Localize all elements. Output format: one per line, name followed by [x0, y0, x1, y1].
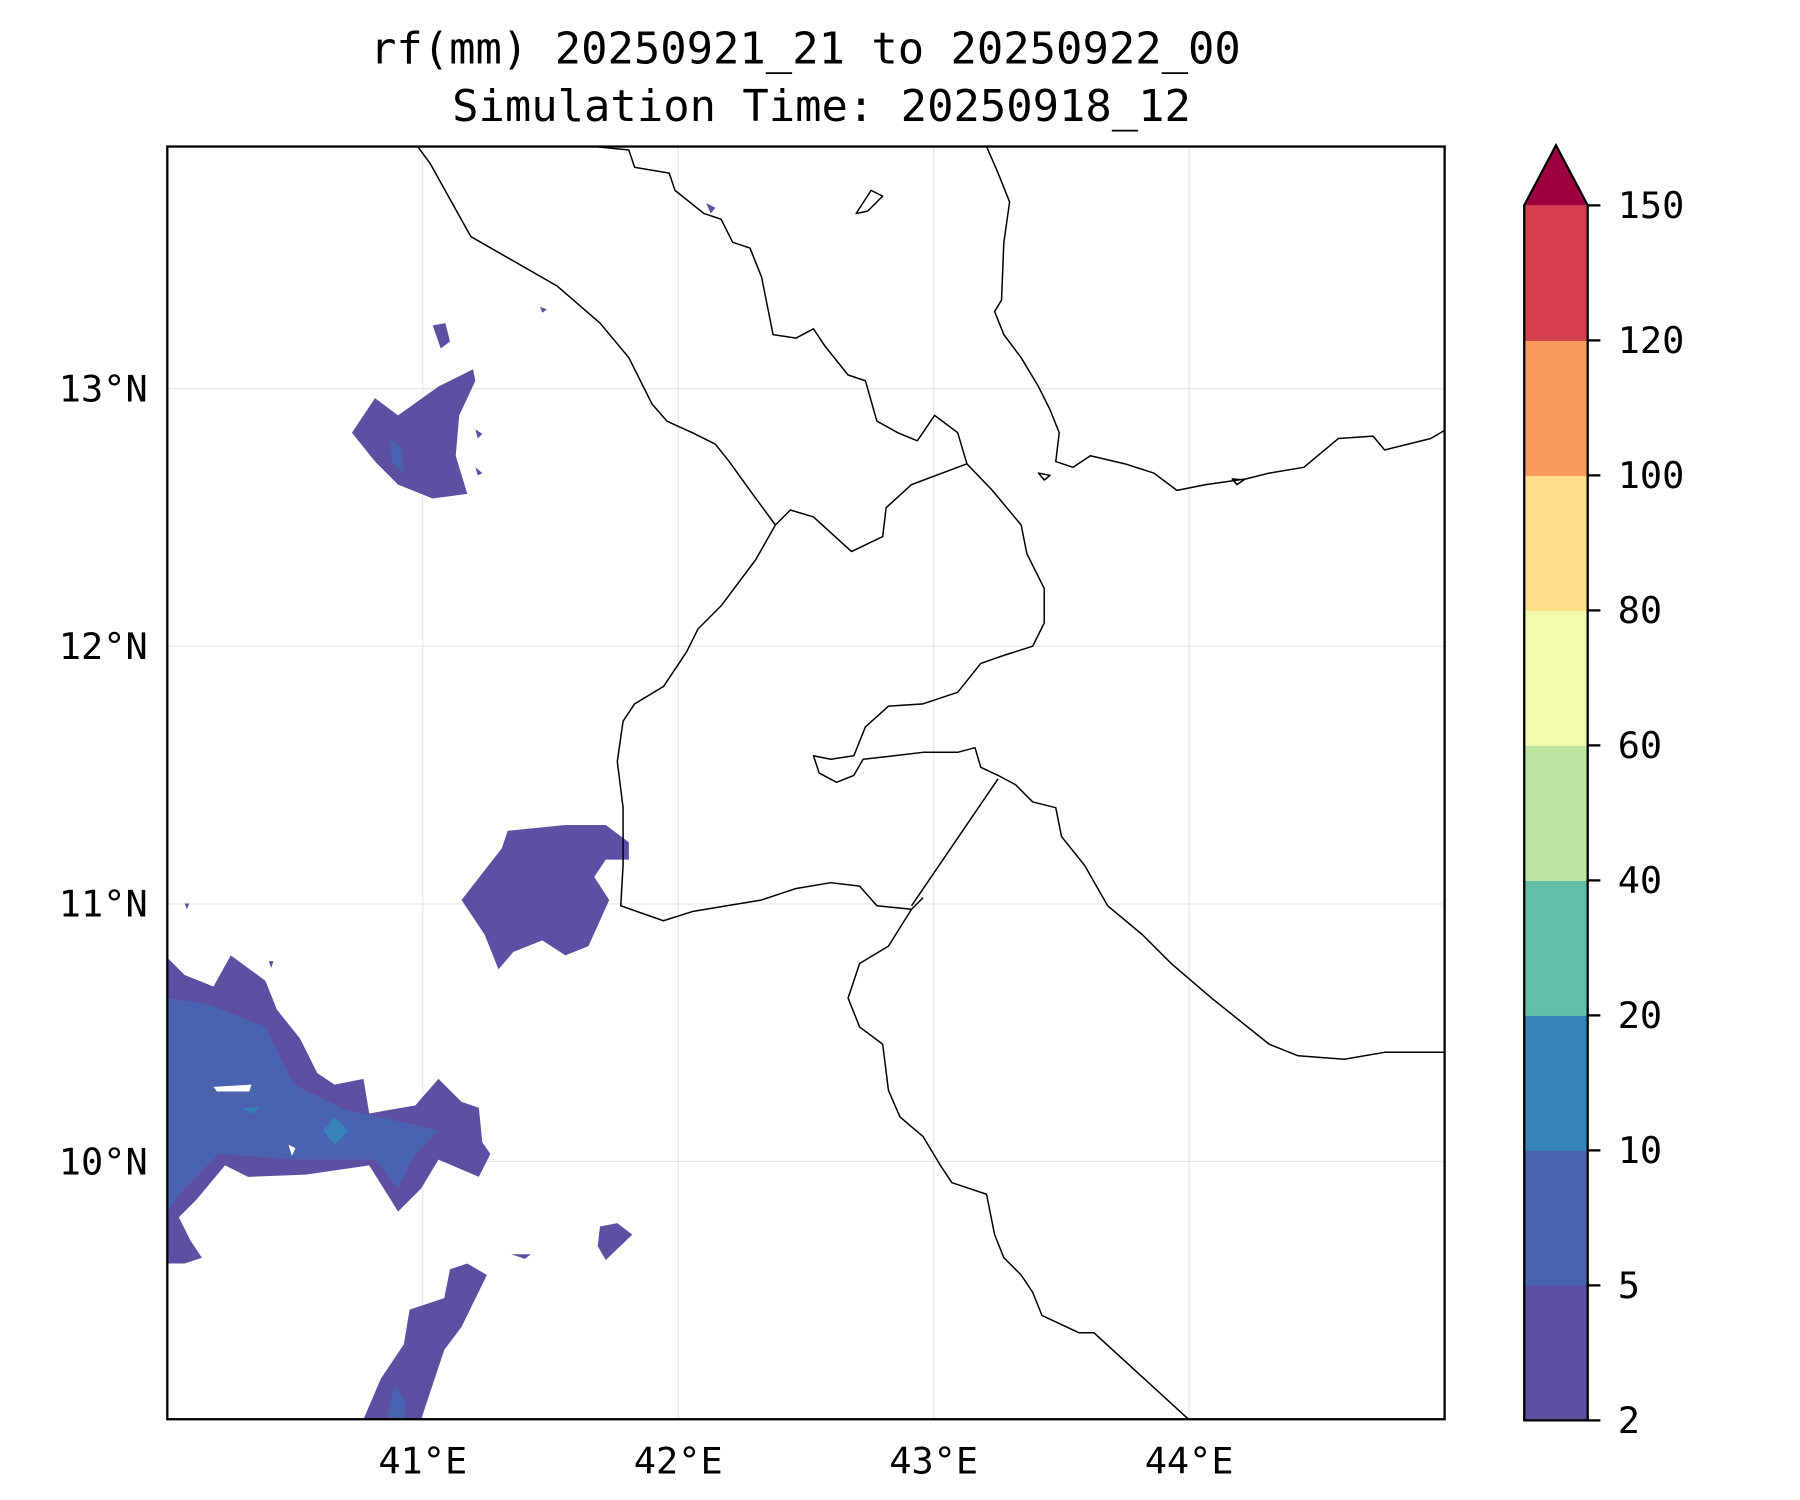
rain-area-2-5	[475, 203, 716, 476]
colorbar-tick-label: 10	[1618, 1129, 1662, 1172]
colorbar: 2 5 10 20 40 60 80 100 120 150	[1523, 142, 1685, 1442]
y-tick-label: 10°N	[59, 1140, 148, 1183]
rain-area-5-10	[390, 438, 404, 474]
eritrea-djibouti-border	[774, 463, 968, 553]
axis-tick-labels: 41°E 42°E 43°E 44°E 10°N 11°N 12°N 13°N	[59, 367, 1234, 1482]
colorbar-segment	[1524, 1285, 1588, 1421]
yemen-coastline	[985, 146, 1445, 492]
x-tick-label: 43°E	[889, 1439, 978, 1482]
coastlines-and-borders	[417, 145, 1445, 1420]
colorbar-segment	[1524, 610, 1588, 746]
djibouti-ethiopia-border	[616, 524, 924, 922]
colorbar-tick-label: 150	[1618, 184, 1685, 227]
rain-area-2-5	[363, 1263, 487, 1420]
rain-area-10-20	[242, 1107, 349, 1145]
rain-area-2-5	[461, 825, 629, 970]
colorbar-segment	[1524, 475, 1588, 611]
y-tick-label: 13°N	[59, 367, 148, 410]
island	[1037, 472, 1245, 486]
chart-title: rf(mm) 20250921_21 to 20250922_00	[370, 23, 1241, 74]
colorbar-tick-label: 2	[1618, 1399, 1640, 1442]
colorbar-tick-label: 60	[1618, 724, 1662, 767]
x-tick-label: 42°E	[634, 1439, 723, 1482]
rainfall-contours	[167, 203, 716, 1420]
colorbar-segment	[1524, 205, 1588, 341]
colorbar-tick-label: 20	[1618, 994, 1662, 1037]
colorbar-tick-label: 120	[1618, 319, 1685, 362]
x-tick-label: 44°E	[1145, 1439, 1234, 1482]
map-frame	[166, 145, 1446, 1421]
colorbar-tick-label: 100	[1618, 454, 1685, 497]
colorbar-tick-label: 5	[1618, 1264, 1640, 1307]
colorbar-outline	[1523, 142, 1589, 1422]
colorbar-segment	[1524, 1150, 1588, 1286]
y-tick-label: 12°N	[59, 625, 148, 668]
colorbar-segment	[1524, 745, 1588, 881]
gridlines	[167, 146, 1445, 1420]
colorbar-tick-label: 40	[1618, 859, 1662, 902]
island	[855, 189, 884, 215]
eritrea-ethiopia-border	[417, 146, 776, 526]
x-tick-label: 41°E	[378, 1439, 467, 1482]
ethiopia-somaliland-border	[847, 908, 1189, 1420]
rain-area-2-5	[432, 323, 450, 349]
colorbar-extend-arrow	[1524, 145, 1588, 206]
colorbar-tick-label: 80	[1618, 589, 1662, 632]
rain-area-5-10	[386, 1384, 407, 1420]
african-coastline	[594, 145, 1445, 1060]
y-tick-label: 11°N	[59, 883, 148, 926]
colorbar-segment	[1524, 880, 1588, 1016]
chart-subtitle: Simulation Time: 20250918_12	[452, 81, 1191, 132]
colorbar-segment	[1524, 340, 1588, 476]
rain-area-5-10	[167, 998, 439, 1212]
colorbar-segment	[1524, 1015, 1588, 1151]
djibouti-somaliland-border	[910, 778, 999, 907]
rain-area-2-5	[351, 369, 476, 499]
